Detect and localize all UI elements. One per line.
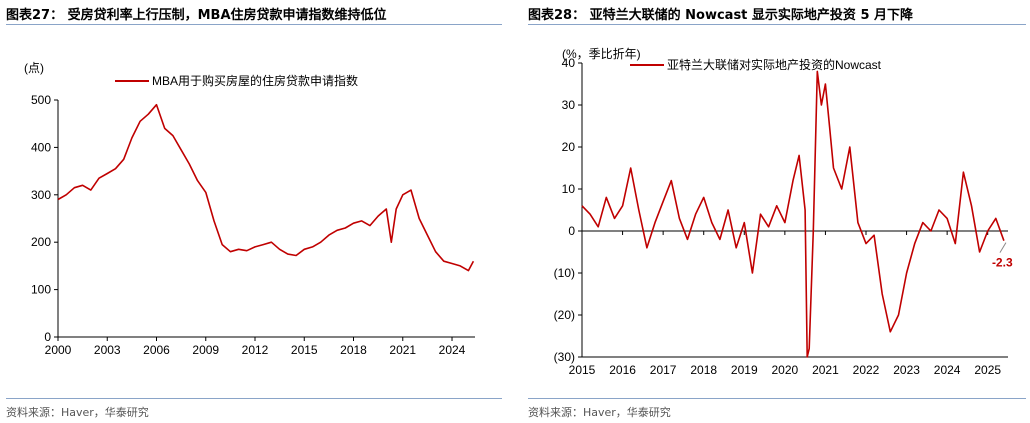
chart-panel-nowcast: 图表28： 亚特兰大联储的 Nowcast 显示实际地产投资 5 月下降 (%，… <box>520 0 1030 423</box>
x-tick-label: 2023 <box>893 363 920 377</box>
y-tick-label: 40 <box>562 56 576 70</box>
legend-label: 亚特兰大联储对实际地产投资的Nowcast <box>667 57 882 72</box>
x-tick-label: 2006 <box>143 343 170 357</box>
x-tick-label: 2012 <box>242 343 269 357</box>
x-tick-label: 2016 <box>609 363 636 377</box>
y-tick-label: 20 <box>562 140 576 154</box>
x-tick-label: 2022 <box>853 363 880 377</box>
legend-label: MBA用于购买房屋的住房贷款申请指数 <box>152 73 358 88</box>
annotation-leader <box>999 242 1007 253</box>
y-unit-label: (点) <box>24 61 44 75</box>
title-rule <box>6 24 502 25</box>
y-tick-label: (20) <box>554 308 575 322</box>
chart-panel-mba: 图表27： 受房贷利率上行压制，MBA住房贷款申请指数维持低位 (点) 0 100 2… <box>0 0 505 423</box>
title-rule <box>528 24 1026 25</box>
nowcast-line-chart: (%，季比折年)40 30 20 10 0 (10) (20) (30)2015 2016 201… <box>554 46 1013 377</box>
x-tick-label: 2000 <box>45 343 72 357</box>
y-tick-label: 400 <box>31 140 51 154</box>
y-tick-label: 100 <box>31 283 51 297</box>
x-tick-label: 2020 <box>772 363 799 377</box>
x-tick-label: 2009 <box>192 343 219 357</box>
x-tick-label: 2021 <box>389 343 416 357</box>
x-tick-label: 2024 <box>934 363 961 377</box>
x-tick-label: 2003 <box>94 343 121 357</box>
x-tick-label: 2018 <box>340 343 367 357</box>
x-tick-label: 2025 <box>974 363 1001 377</box>
figure-title: 图表27： 受房贷利率上行压制，MBA住房贷款申请指数维持低位 <box>6 8 387 23</box>
y-tick-label: 0 <box>568 224 575 238</box>
annotation-label: -2.3 <box>992 256 1013 270</box>
x-tick-label: 2015 <box>291 343 318 357</box>
y-tick-label: 300 <box>31 188 51 202</box>
x-tick-label: 2019 <box>731 363 758 377</box>
source-rule <box>528 398 1026 399</box>
mba-line-chart: (点) 0 100 200 300 400 500 2000 2003 2006 2009 2012 2… <box>24 61 475 357</box>
y-tick-label: 10 <box>562 182 576 196</box>
y-tick-label: (30) <box>554 350 575 364</box>
y-tick-label: 500 <box>31 93 51 107</box>
y-tick-label: 0 <box>44 330 51 344</box>
y-unit-label: (%，季比折年) <box>562 46 641 61</box>
y-tick-label: (10) <box>554 266 575 280</box>
x-tick-label: 2018 <box>690 363 717 377</box>
figure-title: 图表28： 亚特兰大联储的 Nowcast 显示实际地产投资 5 月下降 <box>528 8 914 23</box>
series-line <box>581 70 1005 358</box>
x-tick-label: 2015 <box>569 363 596 377</box>
y-tick-label: 30 <box>562 98 576 112</box>
x-tick-label: 2024 <box>439 343 466 357</box>
x-tick-label: 2021 <box>812 363 839 377</box>
series-line <box>57 103 475 272</box>
source-rule <box>6 398 502 399</box>
y-tick-label: 200 <box>31 235 51 249</box>
source-note: 资料来源：Haver，华泰研究 <box>6 406 149 419</box>
source-note: 资料来源：Haver，华泰研究 <box>528 406 671 419</box>
x-tick-label: 2017 <box>650 363 677 377</box>
